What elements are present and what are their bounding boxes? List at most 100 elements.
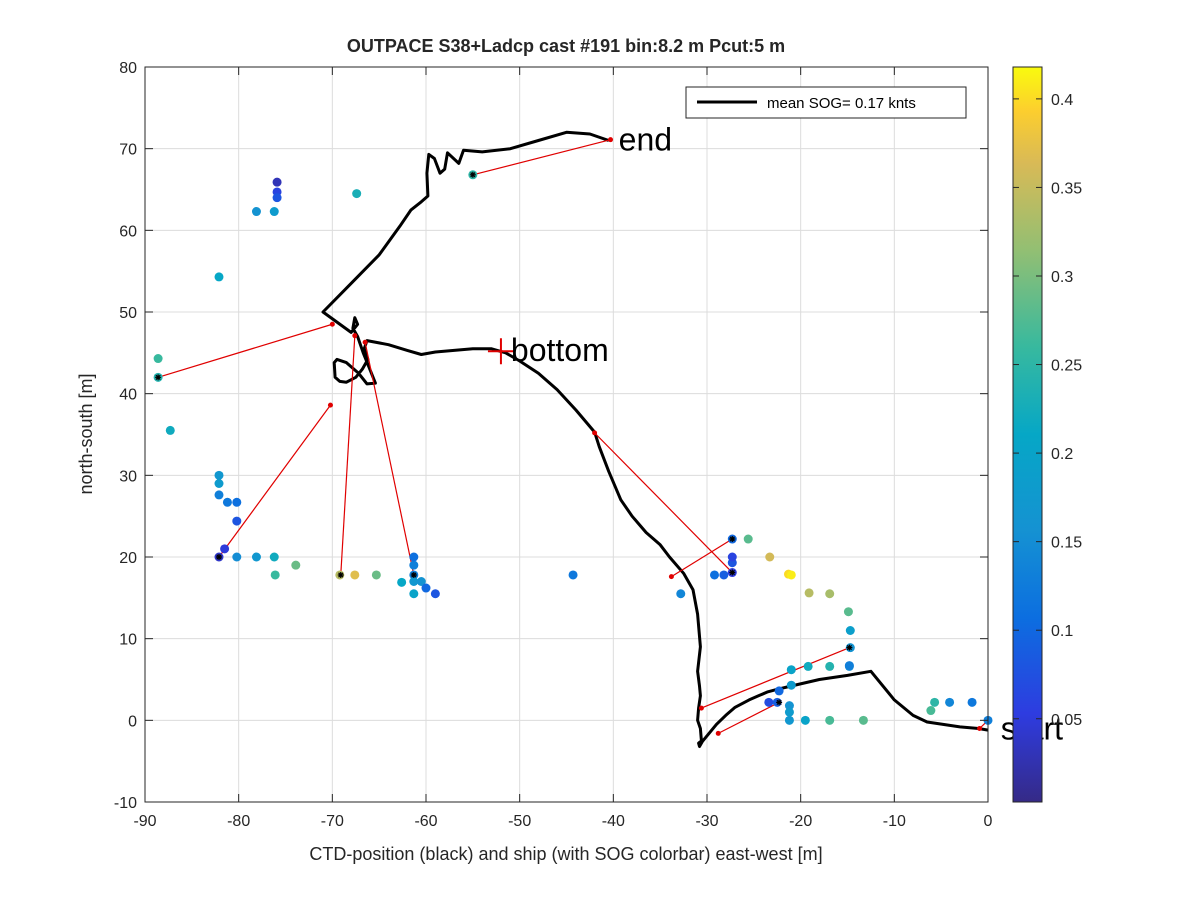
y-tick-label: 20 <box>119 550 137 567</box>
ctd-track-line <box>321 130 989 748</box>
ship-ctd-link-line <box>364 342 415 576</box>
ship-point <box>845 626 855 635</box>
ctd-link-endpoint <box>592 430 598 436</box>
y-tick-label: -10 <box>114 795 137 812</box>
x-tick-label: -30 <box>695 813 718 830</box>
ship-ctd-link-line <box>157 323 333 378</box>
ship-ctd-links <box>157 137 989 736</box>
ship-point <box>409 589 419 599</box>
ship-ctd-link-line <box>340 335 356 576</box>
ctd-link-endpoint <box>668 574 674 580</box>
ship-point <box>765 552 775 562</box>
x-tick-label: -60 <box>414 813 437 830</box>
bottom-marker <box>487 338 514 365</box>
ctd-link-endpoint <box>329 321 335 327</box>
ship-points <box>153 170 993 725</box>
ship-point <box>409 560 419 570</box>
ship-point <box>269 207 279 217</box>
legend: mean SOG= 0.17 knts <box>685 86 967 119</box>
x-tick-label: -80 <box>227 813 250 830</box>
x-tick-label: -70 <box>321 813 344 830</box>
ship-point <box>784 715 794 725</box>
ship-point <box>930 697 940 707</box>
ship-point <box>371 570 381 580</box>
ship-ctd-link-line <box>594 432 733 573</box>
ship-point <box>568 570 578 580</box>
ship-ctd-link-line <box>472 139 611 176</box>
cast-markers <box>155 171 853 706</box>
ctd-track-layer <box>321 130 989 748</box>
colorbar-tick-label: 0.4 <box>1051 92 1073 109</box>
x-tick-label: -90 <box>133 813 156 830</box>
ship-point <box>397 577 407 587</box>
colorbar-tick-label: 0.05 <box>1051 712 1082 729</box>
ctd-link-endpoint <box>715 730 721 736</box>
ship-point <box>352 189 362 199</box>
cast-marker <box>846 644 853 651</box>
axis-ticks: -90 -80 -70 -60 -50 -40 -30 -20 -10 0 -10 0 10 20 30 40… <box>114 60 993 830</box>
ship-point <box>786 680 796 690</box>
ship-point <box>774 686 784 696</box>
ship-ctd-link-line <box>671 538 733 578</box>
colorbar-tick-label: 0.1 <box>1051 623 1073 640</box>
ship-point <box>272 177 282 187</box>
ctd-link-endpoint <box>352 333 358 339</box>
x-axis-label: CTD-position (black) and ship (with SOG … <box>309 844 822 864</box>
ship-point <box>825 661 835 671</box>
y-tick-label: 60 <box>119 223 137 240</box>
chart-title: OUTPACE S38+Ladcp cast #191 bin:8.2 m Pc… <box>347 36 785 56</box>
ship-point <box>272 193 282 203</box>
cast-marker <box>729 569 736 576</box>
ship-point <box>709 570 719 580</box>
y-tick-label: 80 <box>119 60 137 77</box>
x-tick-label: -10 <box>883 813 906 830</box>
colorbar-tick-label: 0.3 <box>1051 269 1073 286</box>
cast-marker <box>776 699 783 706</box>
ship-point <box>232 552 242 562</box>
plot-area: endbottomstart -90-80-70-60-50-40-30-20-… <box>114 60 1063 830</box>
y-tick-label: 10 <box>119 632 137 649</box>
ship-point <box>291 560 301 570</box>
colorbar-tick-label: 0.25 <box>1051 358 1082 375</box>
annotation-label: end <box>619 122 672 158</box>
ship-point <box>843 607 853 617</box>
x-tick-label: -40 <box>602 813 625 830</box>
y-tick-label: 70 <box>119 142 137 159</box>
ship-point <box>222 497 232 507</box>
ship-point <box>251 207 261 217</box>
cast-marker <box>215 554 222 560</box>
ship-point <box>214 490 224 500</box>
cast-marker <box>337 571 344 578</box>
ship-point <box>825 715 835 725</box>
y-tick-label: 30 <box>119 468 137 485</box>
ship-point <box>786 665 796 675</box>
legend-label: mean SOG= 0.17 knts <box>767 95 916 112</box>
ship-point <box>214 470 224 480</box>
annotation-label: bottom <box>511 332 609 368</box>
plot-frame <box>144 66 989 803</box>
colorbar-tick-label: 0.2 <box>1051 446 1073 463</box>
ship-point <box>409 552 419 562</box>
ship-ctd-link-line <box>717 701 780 734</box>
cast-marker <box>469 171 476 178</box>
ship-point <box>784 707 794 717</box>
ship-ctd-link-line <box>218 404 331 558</box>
ship-point <box>803 661 813 671</box>
ship-point <box>220 544 230 554</box>
x-tick-label: -50 <box>508 813 531 830</box>
ship-point <box>764 697 774 707</box>
y-axis-label: north-south [m] <box>76 373 96 494</box>
annotations: endbottomstart <box>487 122 1063 746</box>
ship-point <box>232 516 242 526</box>
colorbar-tick-label: 0.35 <box>1051 180 1082 197</box>
ship-point <box>153 354 163 364</box>
cast-marker <box>410 571 417 578</box>
ship-point <box>844 661 854 671</box>
ship-point <box>784 701 794 711</box>
ship-ctd-link-line <box>701 647 850 709</box>
ship-point <box>409 577 419 586</box>
y-tick-label: 0 <box>128 713 137 730</box>
ship-point <box>270 570 280 580</box>
ship-point <box>858 715 868 725</box>
